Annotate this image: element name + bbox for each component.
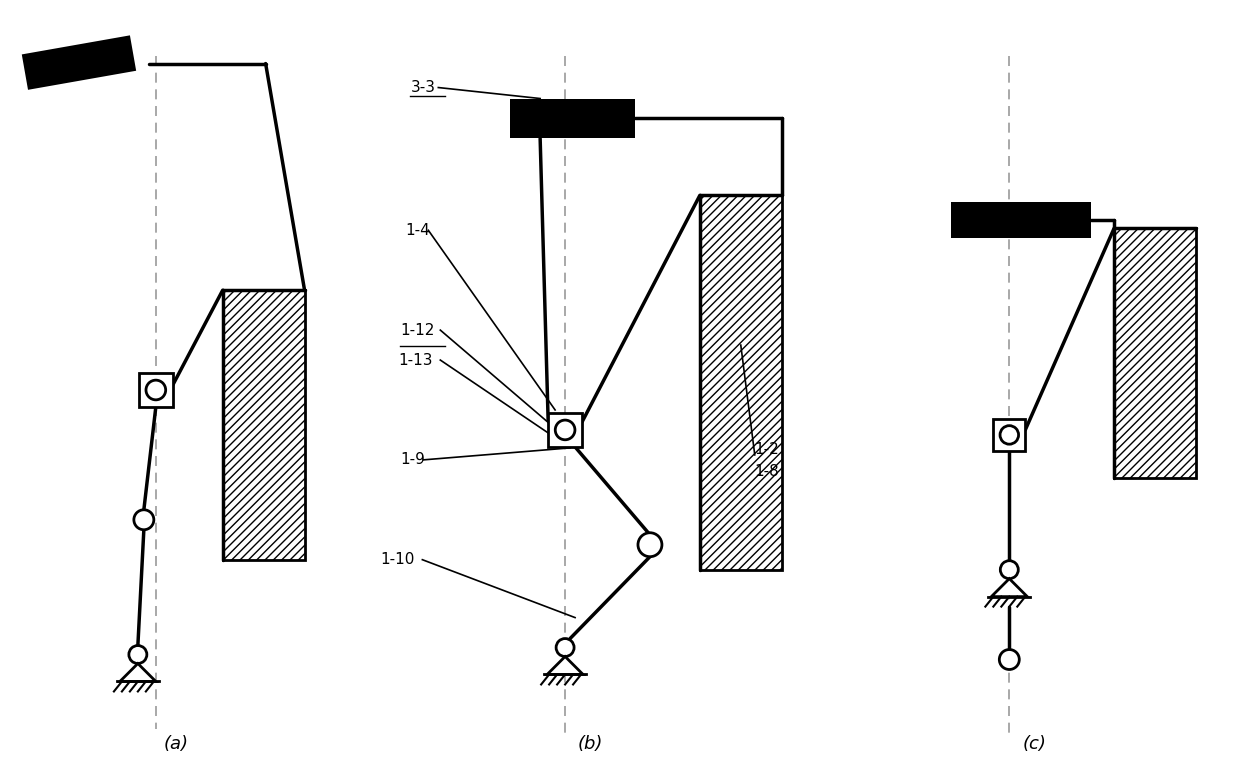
Text: (c): (c) <box>1022 735 1047 754</box>
Circle shape <box>134 510 154 530</box>
Polygon shape <box>547 657 583 674</box>
Circle shape <box>999 650 1019 670</box>
Circle shape <box>146 380 166 400</box>
Bar <box>951 202 1091 239</box>
Bar <box>1114 228 1195 478</box>
Text: (a): (a) <box>164 735 188 754</box>
Circle shape <box>556 639 574 657</box>
Text: 1-13: 1-13 <box>398 353 433 368</box>
Bar <box>510 99 635 138</box>
Polygon shape <box>120 664 156 681</box>
Bar <box>223 290 305 559</box>
Text: 1-2: 1-2 <box>755 442 780 458</box>
Circle shape <box>556 420 575 440</box>
Text: (b): (b) <box>578 735 603 754</box>
Polygon shape <box>991 579 1027 597</box>
Bar <box>993 419 1025 451</box>
Bar <box>699 195 781 570</box>
Bar <box>548 413 582 447</box>
Bar <box>22 36 136 90</box>
Circle shape <box>637 533 662 556</box>
Text: 1-4: 1-4 <box>405 223 430 238</box>
Text: 1-12: 1-12 <box>401 322 435 337</box>
Circle shape <box>999 426 1018 444</box>
Circle shape <box>129 646 146 664</box>
Circle shape <box>1001 561 1018 579</box>
Text: 1-10: 1-10 <box>381 552 415 567</box>
Text: 3-3: 3-3 <box>410 80 435 95</box>
Text: 1-8: 1-8 <box>755 465 780 479</box>
Bar <box>139 373 172 407</box>
Text: 1-9: 1-9 <box>401 452 425 468</box>
